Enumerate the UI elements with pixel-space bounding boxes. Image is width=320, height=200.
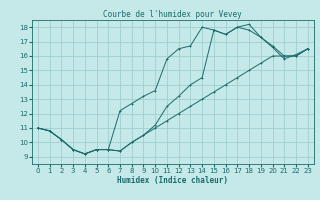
X-axis label: Humidex (Indice chaleur): Humidex (Indice chaleur) — [117, 176, 228, 185]
Title: Courbe de l'humidex pour Vevey: Courbe de l'humidex pour Vevey — [103, 10, 242, 19]
